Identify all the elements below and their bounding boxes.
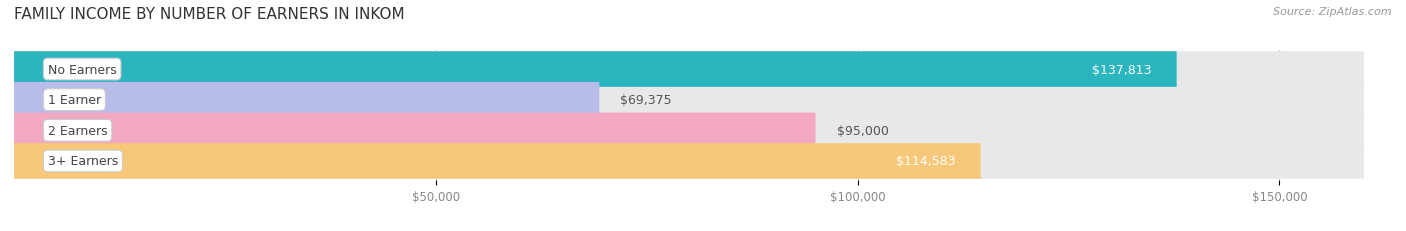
Text: No Earners: No Earners <box>48 63 117 76</box>
FancyBboxPatch shape <box>14 82 1364 118</box>
FancyBboxPatch shape <box>14 144 980 179</box>
Text: Source: ZipAtlas.com: Source: ZipAtlas.com <box>1274 7 1392 17</box>
Text: FAMILY INCOME BY NUMBER OF EARNERS IN INKOM: FAMILY INCOME BY NUMBER OF EARNERS IN IN… <box>14 7 405 22</box>
Text: 1 Earner: 1 Earner <box>48 94 101 107</box>
FancyBboxPatch shape <box>14 113 1364 149</box>
Text: 3+ Earners: 3+ Earners <box>48 155 118 168</box>
Text: 2 Earners: 2 Earners <box>48 124 107 137</box>
FancyBboxPatch shape <box>14 144 1364 179</box>
Text: $114,583: $114,583 <box>896 155 955 168</box>
Text: $95,000: $95,000 <box>837 124 889 137</box>
FancyBboxPatch shape <box>14 113 815 149</box>
Text: $137,813: $137,813 <box>1092 63 1152 76</box>
Text: $69,375: $69,375 <box>620 94 672 107</box>
FancyBboxPatch shape <box>14 82 599 118</box>
FancyBboxPatch shape <box>14 52 1364 87</box>
FancyBboxPatch shape <box>14 52 1177 87</box>
